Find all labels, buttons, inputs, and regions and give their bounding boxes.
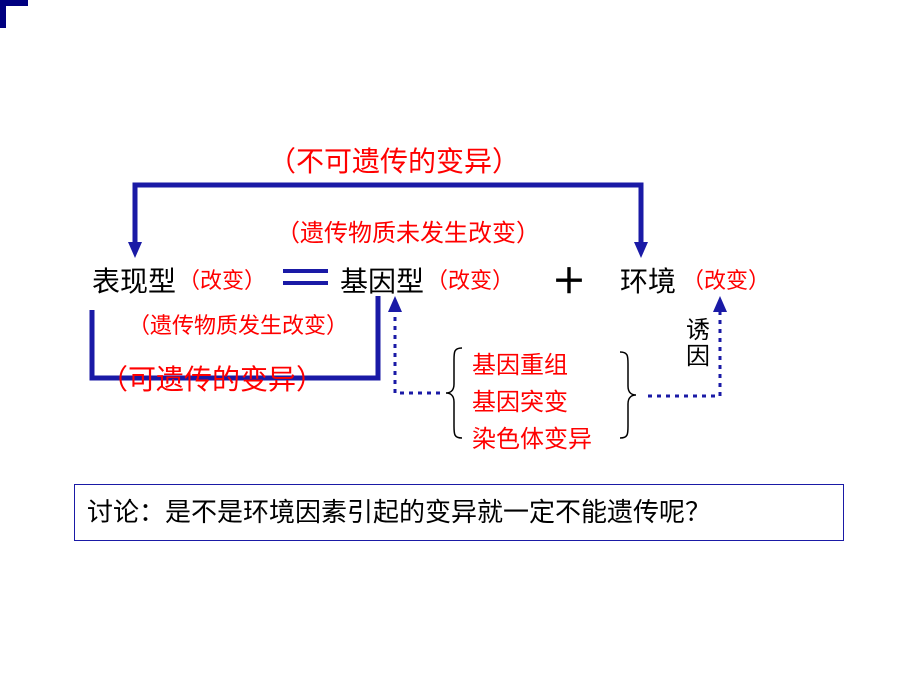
inducer-label: 诱因 — [686, 318, 712, 371]
dotted-to-environment-arrow — [713, 296, 727, 312]
diagram-svg — [0, 0, 920, 690]
genotype-label: 基因型 — [340, 260, 424, 300]
plus-symbol: ＋ — [552, 254, 586, 303]
phenotype-label: 表现型 — [92, 260, 176, 300]
mechanism-1: 基因重组 — [472, 345, 568, 380]
mechanism-2: 基因突变 — [472, 382, 568, 417]
genotype-change: （改变） — [426, 263, 514, 295]
left-brace — [446, 348, 462, 438]
dotted-to-genotype — [395, 308, 440, 393]
top-bracket-arrow-right — [634, 242, 648, 258]
environment-label: 环境 — [620, 260, 676, 300]
mechanism-3: 染色体变异 — [472, 419, 592, 454]
top-sub-label: （遗传物质未发生改变） — [276, 213, 540, 248]
phenotype-change: （改变） — [178, 263, 266, 295]
bottom-sub-label: （遗传物质发生改变） — [128, 308, 348, 340]
top-bracket-arrow-left — [128, 242, 142, 258]
environment-change: （改变） — [682, 263, 770, 295]
bottom-bracket-label: （可遗传的变异） — [100, 358, 324, 398]
top-bracket-label: （不可遗传的变异） — [268, 140, 520, 180]
right-brace — [620, 352, 636, 438]
discussion-box: 讨论：是不是环境因素引起的变异就一定不能遗传呢？ — [74, 484, 844, 541]
discussion-text: 讨论：是不是环境因素引起的变异就一定不能遗传呢？ — [87, 498, 711, 527]
